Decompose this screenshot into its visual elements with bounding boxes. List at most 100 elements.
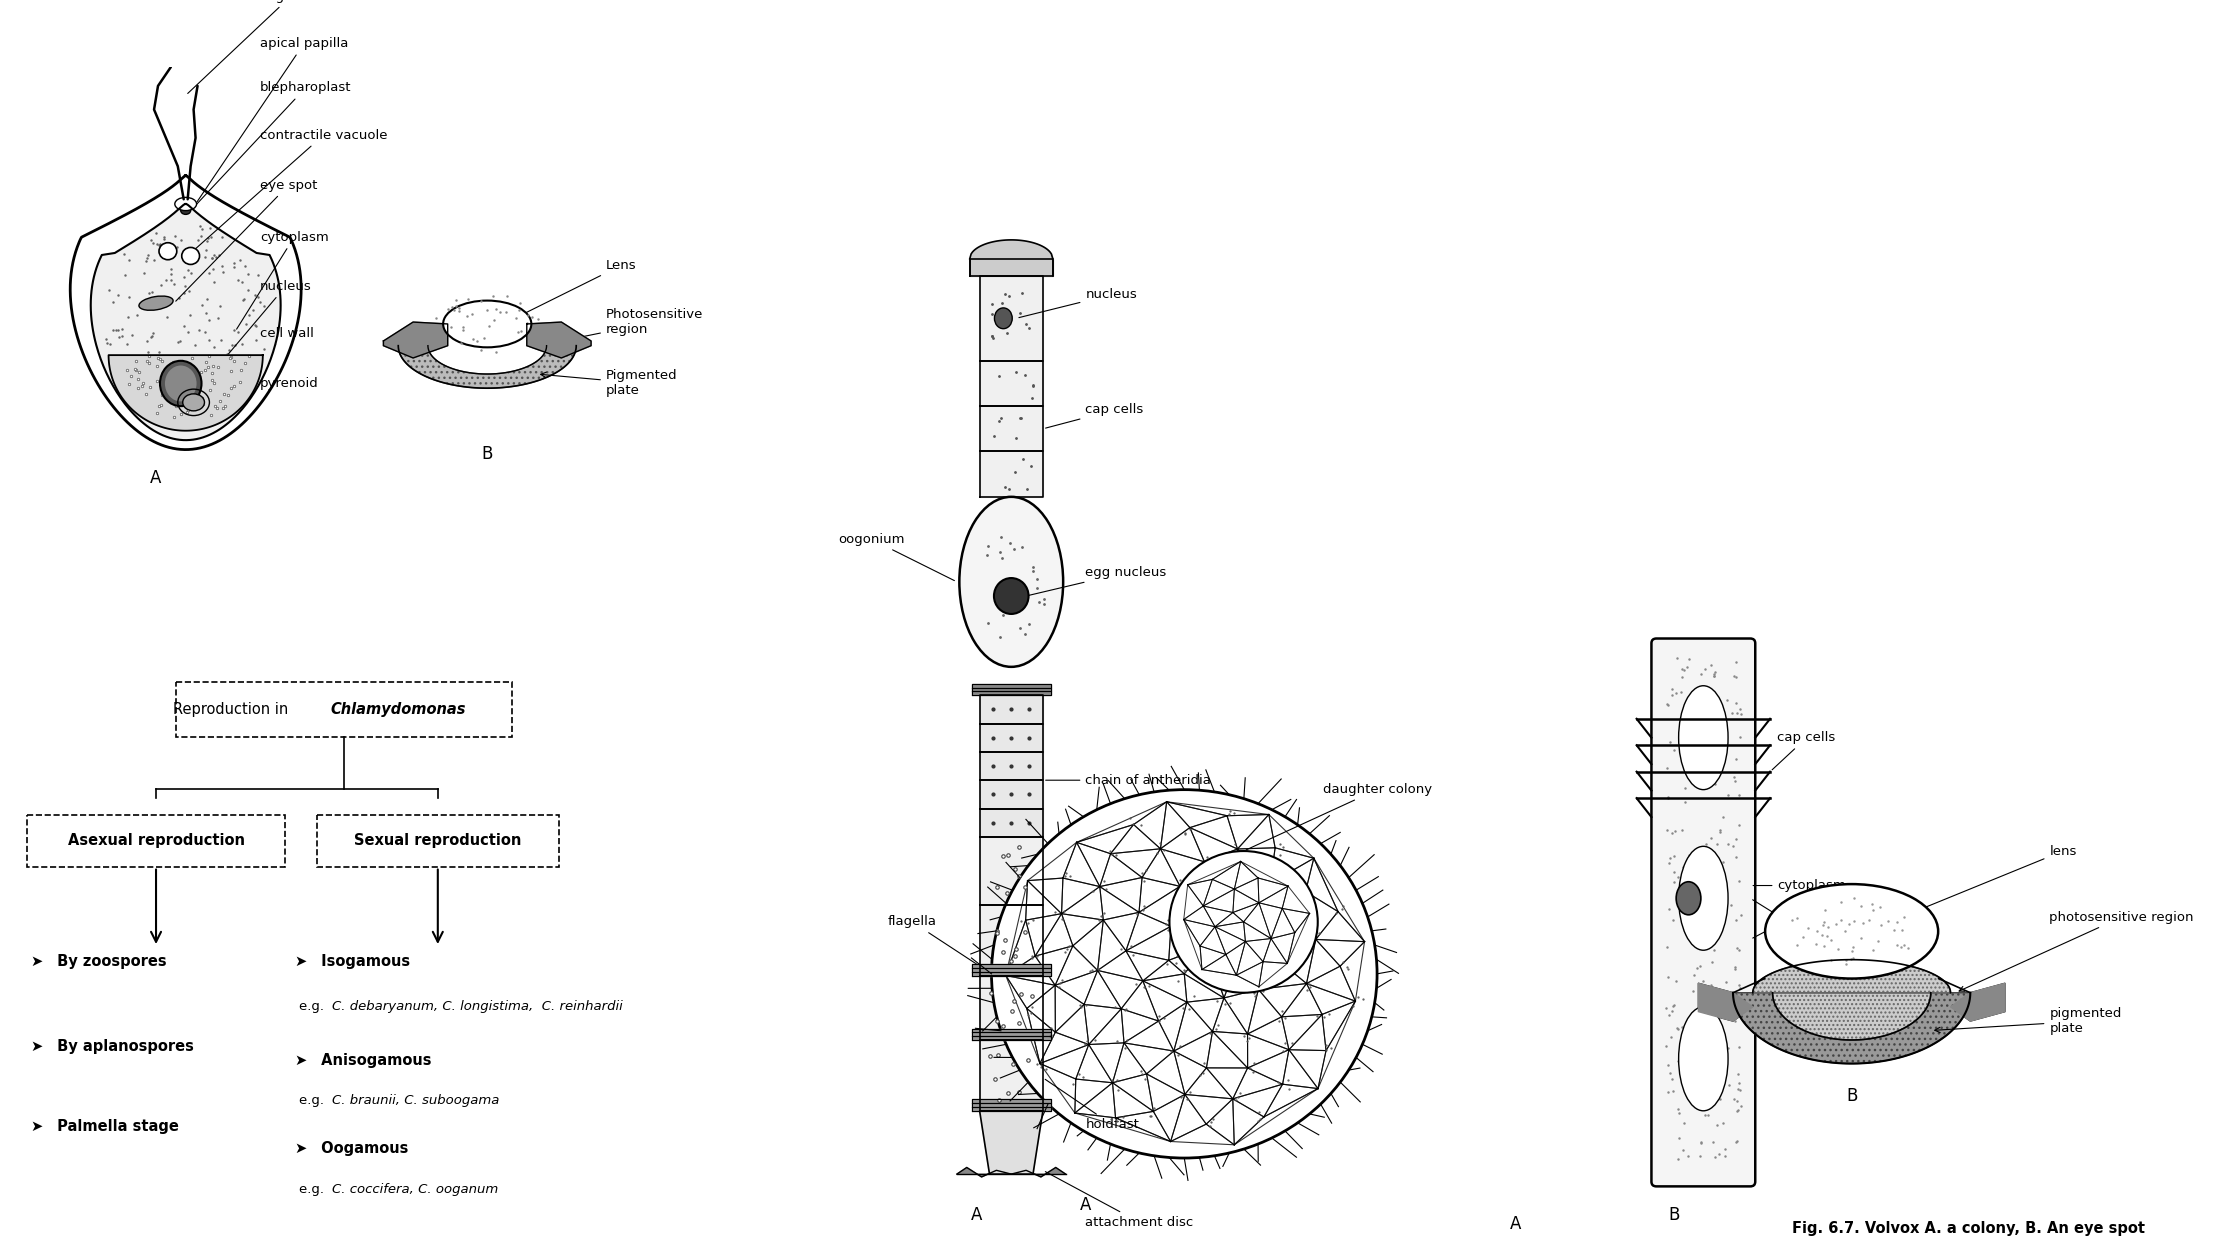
Polygon shape (1734, 993, 1971, 1063)
Text: ➤: ➤ (293, 1140, 307, 1155)
Polygon shape (979, 837, 1044, 905)
Text: daughter colony: daughter colony (1245, 784, 1431, 851)
Ellipse shape (159, 243, 177, 260)
Text: blepharoplast: blepharoplast (193, 82, 352, 209)
Text: B: B (1846, 1087, 1857, 1105)
Text: nucleus: nucleus (1019, 289, 1138, 318)
Text: B: B (482, 445, 493, 464)
Text: By zoospores: By zoospores (52, 954, 166, 969)
Polygon shape (979, 276, 1044, 360)
Polygon shape (979, 905, 1044, 975)
Polygon shape (972, 964, 1051, 968)
Polygon shape (972, 692, 1051, 696)
Polygon shape (979, 809, 1044, 837)
Text: nucleus: nucleus (206, 280, 311, 382)
Ellipse shape (444, 301, 531, 348)
Text: By aplanospores: By aplanospores (52, 1038, 195, 1053)
Polygon shape (972, 968, 1051, 971)
Text: Oogamous: Oogamous (316, 1140, 408, 1155)
Text: flagella: flagella (887, 915, 990, 973)
Polygon shape (979, 1111, 1044, 1174)
Text: ➤: ➤ (293, 1053, 307, 1067)
Polygon shape (972, 684, 1051, 688)
Polygon shape (1951, 983, 2005, 1021)
Text: pigmented
plate: pigmented plate (1935, 1007, 2121, 1034)
Ellipse shape (1765, 885, 1938, 979)
Text: B: B (1669, 1206, 1680, 1223)
Polygon shape (970, 258, 1053, 276)
Polygon shape (1752, 960, 1951, 1040)
Ellipse shape (181, 247, 199, 265)
Polygon shape (979, 1040, 1044, 1111)
Circle shape (992, 790, 1378, 1158)
Text: C. coccifera, C. ooganum: C. coccifera, C. ooganum (332, 1183, 497, 1196)
Polygon shape (1698, 983, 1752, 1021)
Text: ➤: ➤ (31, 954, 43, 969)
Polygon shape (979, 451, 1044, 496)
Ellipse shape (995, 578, 1028, 614)
Polygon shape (383, 323, 448, 358)
Polygon shape (979, 752, 1044, 780)
Polygon shape (979, 723, 1044, 752)
Text: Palmella stage: Palmella stage (52, 1119, 179, 1134)
Polygon shape (972, 1104, 1051, 1108)
Text: C. debaryanum, C. longistima,  C. reinhardii: C. debaryanum, C. longistima, C. reinhar… (332, 1000, 623, 1013)
Text: Photosensitive
region: Photosensitive region (564, 307, 703, 341)
Text: Chlamydomonas: Chlamydomonas (332, 702, 466, 717)
Polygon shape (979, 975, 1044, 1040)
Text: e.g.: e.g. (300, 1183, 329, 1196)
Polygon shape (979, 406, 1044, 451)
Ellipse shape (1678, 1007, 1727, 1111)
Text: Asexual reproduction: Asexual reproduction (67, 833, 244, 848)
Text: Reproduction in: Reproduction in (172, 702, 293, 717)
Text: Anisogamous: Anisogamous (316, 1053, 432, 1067)
Polygon shape (972, 688, 1051, 692)
Polygon shape (979, 360, 1044, 406)
Text: A: A (1080, 1196, 1091, 1213)
Text: apical papilla: apical papilla (197, 37, 347, 202)
Ellipse shape (1678, 847, 1727, 950)
Polygon shape (399, 345, 576, 388)
Text: egg nucleus: egg nucleus (1028, 566, 1167, 596)
Ellipse shape (175, 198, 197, 210)
Text: ➤: ➤ (293, 954, 307, 969)
Polygon shape (69, 175, 300, 450)
Polygon shape (108, 355, 262, 431)
Ellipse shape (184, 394, 204, 411)
Polygon shape (972, 1108, 1051, 1111)
Text: Pigmented
plate: Pigmented plate (540, 369, 676, 397)
Text: A: A (150, 469, 161, 486)
Polygon shape (92, 204, 280, 440)
Ellipse shape (959, 496, 1064, 667)
Ellipse shape (995, 307, 1012, 329)
Text: contractile vacuole: contractile vacuole (193, 129, 388, 251)
Ellipse shape (1676, 882, 1700, 915)
Text: lens: lens (1904, 844, 2076, 916)
Text: C. braunii, C. suboogama: C. braunii, C. suboogama (332, 1095, 500, 1108)
Text: photosensitive region: photosensitive region (1960, 911, 2193, 992)
Ellipse shape (159, 360, 202, 406)
Text: eye spot: eye spot (175, 179, 318, 301)
Ellipse shape (1678, 685, 1727, 790)
Text: nucleus: nucleus (1752, 900, 1830, 937)
Text: e.g.: e.g. (300, 1095, 329, 1108)
Text: cap cells: cap cells (1772, 731, 1837, 770)
Polygon shape (979, 780, 1044, 809)
Polygon shape (972, 1100, 1051, 1104)
Circle shape (1169, 850, 1317, 993)
Text: A: A (1510, 1215, 1521, 1232)
Text: Fig. 6.7. Volvox A. a colony, B. An eye spot: Fig. 6.7. Volvox A. a colony, B. An eye … (1792, 1221, 2146, 1236)
Text: holdfast: holdfast (1046, 1080, 1140, 1131)
Text: Lens: Lens (511, 258, 636, 320)
Text: cytoplasm: cytoplasm (1754, 879, 1846, 892)
Polygon shape (972, 1036, 1051, 1040)
Text: ➤: ➤ (31, 1038, 43, 1053)
Polygon shape (972, 1028, 1051, 1032)
Polygon shape (956, 1168, 1066, 1177)
Ellipse shape (166, 365, 197, 402)
Text: cap cells: cap cells (1046, 403, 1145, 428)
Text: attachment disc: attachment disc (1046, 1172, 1194, 1228)
Text: pyrenoid: pyrenoid (211, 377, 318, 402)
Text: cytoplasm: cytoplasm (237, 231, 329, 329)
Polygon shape (972, 1032, 1051, 1036)
